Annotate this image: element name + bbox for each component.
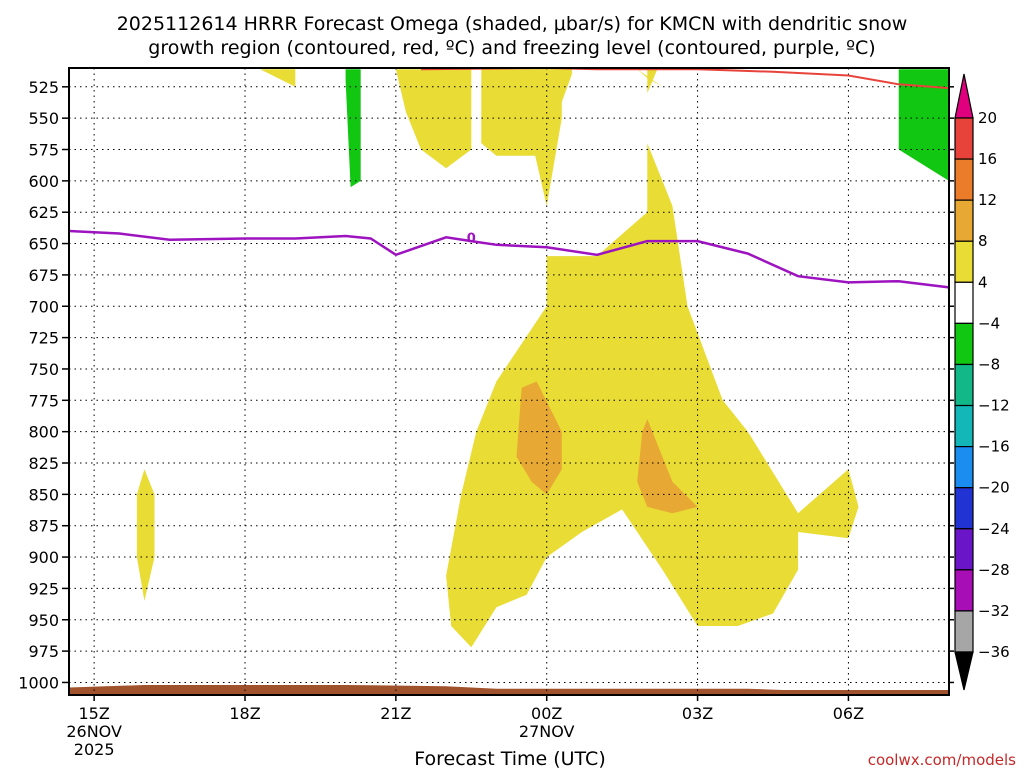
y-tick-label-900: 900 [28,548,59,567]
colorbar-box-5 [954,322,974,366]
y-tick-label-550: 550 [28,109,59,128]
x-tick-label-00Z: 00Z [531,704,562,723]
y-tick-label-850: 850 [28,485,59,504]
gridlines [69,68,949,695]
colorbar-box-0 [954,117,974,160]
colorbar-box-1 [954,158,974,201]
x-tick-year-15Z: 2025 [74,740,115,759]
omega-region-8-12-0 [516,381,562,495]
colorbar-box-2 [954,199,974,242]
y-tick-label-875: 875 [28,517,59,536]
x-tick-label-18Z: 18Z [229,704,260,723]
colorbar-box-6 [954,363,974,407]
y-tick-label-575: 575 [28,141,59,160]
y-tick-label-700: 700 [28,297,59,316]
y-tick-label-975: 975 [28,642,59,661]
y-tick-label-725: 725 [28,329,59,348]
colorbar-label-12: −32 [978,602,1010,620]
y-tick-label-950: 950 [28,611,59,630]
x-tick-date-15Z: 26NOV [66,722,122,741]
omega-region-8-12-1 [637,419,698,514]
freezing-level-label: 0 [467,232,476,247]
omega-region-4-8-5 [136,469,155,601]
colorbar-label-1: 16 [978,150,997,168]
y-tick-label-525: 525 [28,78,59,97]
colorbar-label-11: −28 [978,561,1010,579]
colorbar-label-9: −20 [978,479,1010,497]
colorbar-label-10: −24 [978,520,1010,538]
x-axis-title: Forecast Time (UTC) [414,748,605,768]
credit-text: coolwx.com/models [868,751,1016,768]
colorbar-label-5: −4 [978,314,1000,332]
freezing-level-line [68,229,950,289]
omega-shading [69,69,949,695]
y-tick-label-750: 750 [28,360,59,379]
colorbar-box-3 [954,240,974,283]
chart-title-line2: growth region (contoured, red, ºC) and f… [148,37,875,59]
colorbar-box-10 [954,528,974,571]
surface-terrain [69,685,949,695]
y-tick-label-650: 650 [28,235,59,254]
colorbar: 20 16 12 8 4 −4 −8 −12 −16 −20 −24 −28 −32 −36 [954,73,1010,691]
chart-title-line1: 2025112614 HRRR Forecast Omega (shaded, … [117,13,908,35]
colorbar-bottom-arrow [954,651,974,691]
plot-frame [68,67,950,696]
omega-region-4-8-1 [260,69,296,87]
colorbar-label-8: −16 [978,438,1010,456]
y-tick-label-625: 625 [28,203,59,222]
colorbar-label-3: 8 [978,232,988,250]
y-axis-ticks: 525 550 575 600 625 650 675 700 725 750 775 800 825 8… [18,78,954,692]
colorbar-box-7 [954,404,974,448]
y-tick-label-825: 825 [28,454,59,473]
y-tick-label-675: 675 [28,266,59,285]
x-tick-date-00Z: 27NOV [519,722,575,741]
x-tick-label-21Z: 21Z [380,704,411,723]
x-tick-label-15Z: 15Z [78,704,109,723]
omega-region-4-8-4 [647,69,658,94]
colorbar-box-8 [954,446,974,489]
colorbar-label-6: −8 [978,355,1000,373]
y-tick-label-800: 800 [28,423,59,442]
omega-region-4-8-2 [395,69,472,169]
omega-region-4-8-3 [526,69,562,206]
colorbar-box-12 [954,610,974,653]
y-tick-label-600: 600 [28,172,59,191]
colorbar-label-0: 20 [978,109,997,127]
colorbar-label-13: −36 [978,643,1010,661]
y-tick-label-775: 775 [28,391,59,410]
y-tick-label-1000: 1000 [18,673,59,692]
colorbar-box-4 [954,281,974,324]
omega-region-4-8-6 [446,143,859,648]
colorbar-box-11 [954,569,974,612]
x-tick-label-03Z: 03Z [682,704,713,723]
colorbar-label-7: −12 [978,397,1010,415]
colorbar-label-4: 4 [978,273,988,291]
omega-region-neg-1 [898,69,949,181]
x-tick-label-06Z: 06Z [833,704,864,723]
colorbar-top-arrow [954,73,974,119]
colorbar-label-2: 12 [978,191,997,209]
omega-region-neg-0 [345,69,361,188]
y-tick-label-925: 925 [28,579,59,598]
colorbar-box-9 [954,487,974,530]
